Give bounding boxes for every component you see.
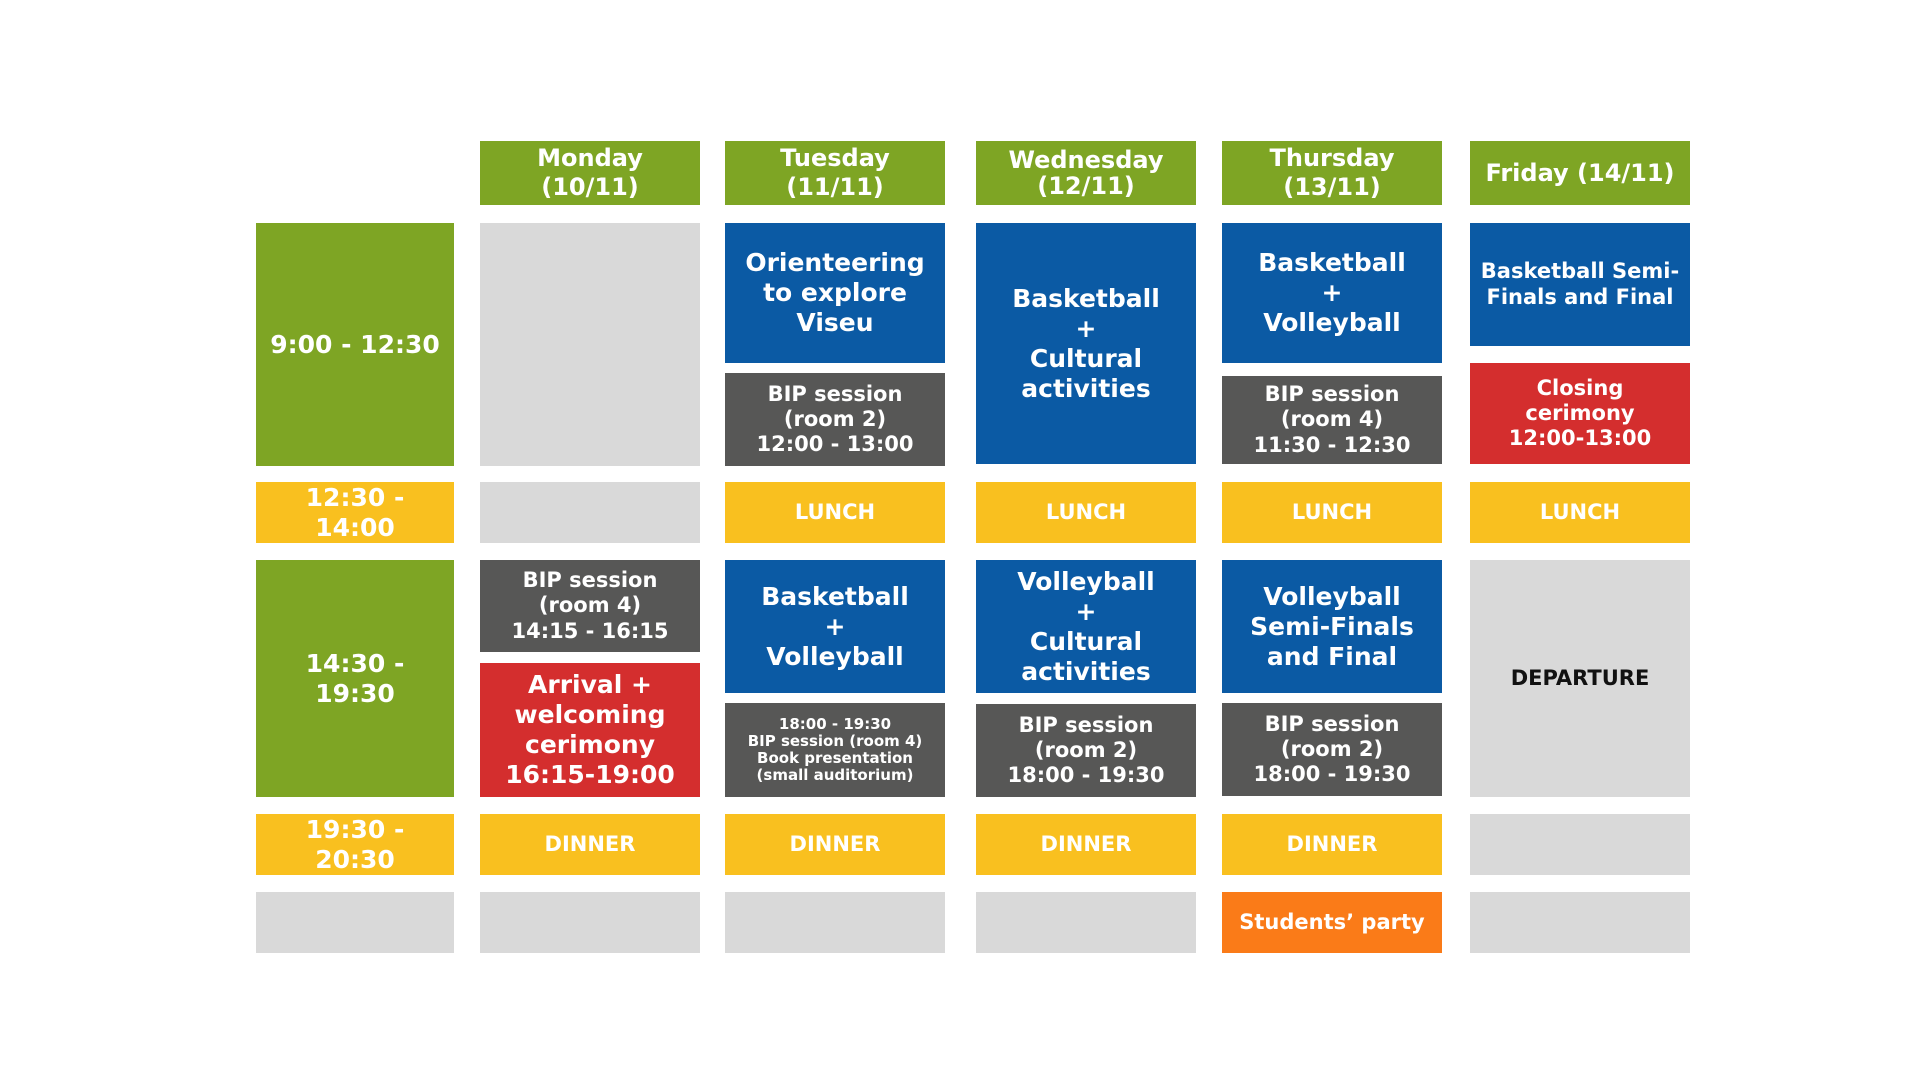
monday-night-empty xyxy=(480,892,700,953)
friday-night-empty xyxy=(1470,892,1690,953)
friday-lunch: LUNCH xyxy=(1470,482,1690,543)
time-slot-afternoon: 14:30 - 19:30 xyxy=(256,560,454,797)
time-slot-morning: 9:00 - 12:30 xyxy=(256,223,454,466)
thursday-sports: Basketball + Volleyball xyxy=(1222,223,1442,363)
wednesday-bip-session: BIP session (room 2) 18:00 - 19:30 xyxy=(976,704,1196,797)
friday-closing-ceremony: Closing cerimony 12:00-13:00 xyxy=(1470,363,1690,464)
thursday-volleyball-final: Volleyball Semi-Finals and Final xyxy=(1222,560,1442,693)
wednesday-afternoon-activities: Volleyball + Cultural activities xyxy=(976,560,1196,693)
header-monday: Monday (10/11) xyxy=(480,141,700,205)
tuesday-lunch: LUNCH xyxy=(725,482,945,543)
monday-morning-empty xyxy=(480,223,700,466)
friday-departure: DEPARTURE xyxy=(1470,560,1690,797)
tuesday-night-empty xyxy=(725,892,945,953)
header-wednesday: Wednesday (12/11) xyxy=(976,141,1196,205)
thursday-lunch: LUNCH xyxy=(1222,482,1442,543)
wednesday-lunch: LUNCH xyxy=(976,482,1196,543)
tuesday-orienteering: Orienteering to explore Viseu xyxy=(725,223,945,363)
wednesday-night-empty xyxy=(976,892,1196,953)
thursday-bip-morning: BIP session (room 4) 11:30 - 12:30 xyxy=(1222,376,1442,464)
time-slot-dinner: 19:30 - 20:30 xyxy=(256,814,454,875)
thursday-students-party: Students’ party xyxy=(1222,892,1442,953)
monday-bip-session: BIP session (room 4) 14:15 - 16:15 xyxy=(480,560,700,652)
monday-dinner: DINNER xyxy=(480,814,700,875)
tuesday-dinner: DINNER xyxy=(725,814,945,875)
monday-arrival: Arrival + welcoming cerimony 16:15-19:00 xyxy=(480,663,700,797)
wednesday-dinner: DINNER xyxy=(976,814,1196,875)
thursday-dinner: DINNER xyxy=(1222,814,1442,875)
tuesday-sports: Basketball + Volleyball xyxy=(725,560,945,693)
tuesday-evening-sessions: 18:00 - 19:30 BIP session (room 4) Book … xyxy=(725,703,945,797)
friday-dinner-empty xyxy=(1470,814,1690,875)
thursday-bip-session: BIP session (room 2) 18:00 - 19:30 xyxy=(1222,703,1442,796)
header-friday: Friday (14/11) xyxy=(1470,141,1690,205)
time-slot-lunch: 12:30 - 14:00 xyxy=(256,482,454,543)
wednesday-morning-activities: Basketball + Cultural activities xyxy=(976,223,1196,464)
header-tuesday: Tuesday (11/11) xyxy=(725,141,945,205)
time-slot-night xyxy=(256,892,454,953)
tuesday-bip-morning: BIP session (room 2) 12:00 - 13:00 xyxy=(725,373,945,466)
monday-lunch-empty xyxy=(480,482,700,543)
header-thursday: Thursday (13/11) xyxy=(1222,141,1442,205)
friday-basketball-final: Basketball Semi- Finals and Final xyxy=(1470,223,1690,346)
